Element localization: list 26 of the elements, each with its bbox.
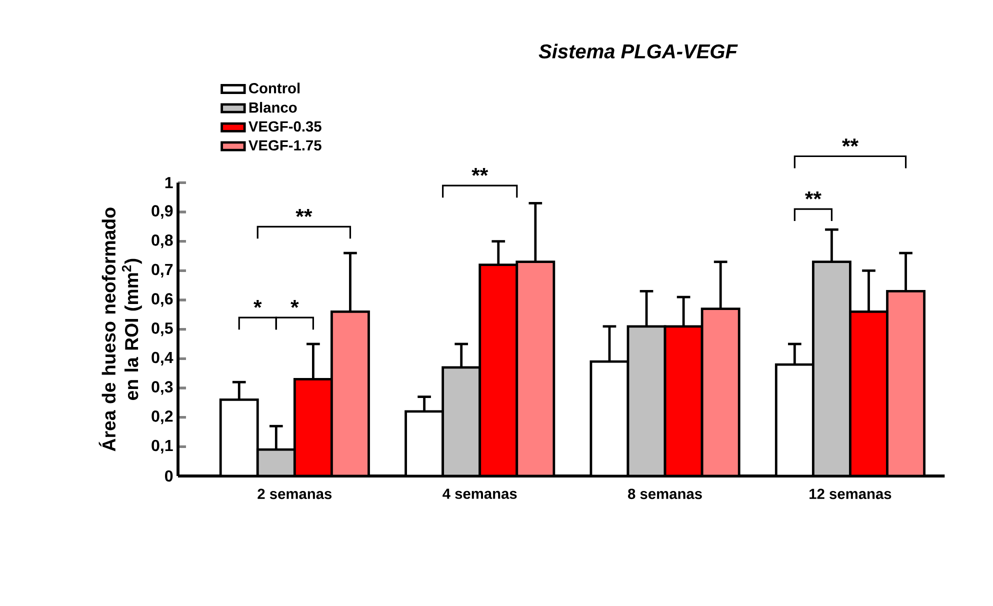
x-tick-label: 8 semanas <box>628 488 702 500</box>
annotation: ** <box>296 209 312 217</box>
legend-label: Control <box>249 82 300 94</box>
y-tick-label: 0,2 <box>152 410 173 424</box>
annotation: * <box>254 300 262 308</box>
y-tick-label: 0,8 <box>152 234 173 248</box>
y-tick-label: 0,1 <box>152 440 173 454</box>
x-tick-label: 12 semanas <box>810 488 892 500</box>
legend-label: VEGF-0.35 <box>248 121 322 132</box>
y-tick-label: 0 <box>165 470 173 482</box>
y-tick-label: 0,5 <box>152 322 173 336</box>
text: ** <box>842 138 859 147</box>
annotation: * <box>290 300 299 308</box>
y-tick-label: 1 <box>165 177 173 188</box>
annotation: ** <box>804 191 822 200</box>
x-tick-label: 4 semanas <box>442 488 517 499</box>
y-tick-label: 0,6 <box>152 293 173 307</box>
legend-label: VEGF-1.75 <box>248 140 322 151</box>
y-tick-label: 0,3 <box>152 381 173 395</box>
text: ** <box>472 168 488 176</box>
x-tick-label: 2 semanas <box>258 488 332 500</box>
y-tick-label: 0,4 <box>152 352 174 366</box>
chart-title: Sistema PLGA-VEGF <box>538 44 738 58</box>
y-tick-label: 0,9 <box>152 205 173 219</box>
legend-label: Blanco <box>249 102 297 113</box>
y-tick-label: 0,7 <box>152 264 173 278</box>
